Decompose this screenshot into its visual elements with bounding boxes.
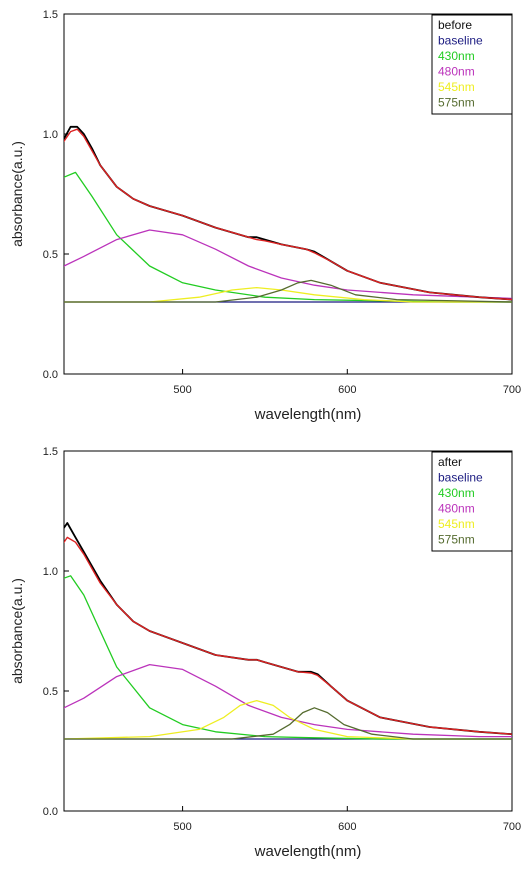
legend-title: after <box>438 455 462 469</box>
x-tick-label: 700 <box>503 821 521 833</box>
series-measured <box>64 522 512 736</box>
legend-title: before <box>438 18 472 32</box>
y-tick-label: 1.5 <box>43 9 58 21</box>
y-tick-label: 0.5 <box>43 686 58 698</box>
x-tick-label: 500 <box>173 821 191 833</box>
y-axis-label: absorbance(a.u.) <box>9 141 25 247</box>
legend-box <box>431 14 513 115</box>
chart-before-svg: 0.0 0.5 1.0 1.5 500 600 700 wavelength(nm) absor… <box>9 9 521 423</box>
x-axis-label: wavelength(nm) <box>254 843 362 860</box>
series-545nm <box>64 699 512 740</box>
series-group <box>64 522 512 740</box>
plot-frame <box>63 450 513 812</box>
x-tick-label: 600 <box>338 384 356 396</box>
legend-entry: baseline <box>438 34 483 48</box>
y-tick-label: 1.0 <box>43 566 58 578</box>
series-575nm <box>64 279 512 303</box>
plot-frame <box>63 13 513 375</box>
y-tick-label: 1.0 <box>43 129 58 141</box>
legend-entry: 545nm <box>438 80 475 94</box>
y-tick-label: 0.5 <box>43 249 58 261</box>
series-480nm <box>64 663 512 738</box>
y-tick-label: 1.5 <box>43 446 58 458</box>
legend-entry: 430nm <box>438 49 475 63</box>
series-measured <box>64 125 512 301</box>
series-fit <box>64 536 512 735</box>
series-430nm <box>64 575 512 740</box>
chart-before: 0.0 0.5 1.0 1.5 500 600 700 wavelength(nm) absor… <box>0 0 522 437</box>
chart-after: 0.0 0.5 1.0 1.5 500 600 700 wavelength(nm) absor… <box>0 437 522 874</box>
series-fit <box>64 128 512 301</box>
y-tick-label: 0.0 <box>43 806 58 818</box>
legend-entry: 575nm <box>438 96 475 110</box>
y-axis-label: absorbance(a.u.) <box>9 578 25 684</box>
x-axis-label: wavelength(nm) <box>254 406 362 423</box>
legend-entry: 545nm <box>438 517 475 531</box>
legend-entry: 480nm <box>438 65 475 79</box>
legend-entry: 480nm <box>438 502 475 516</box>
y-tick-label: 0.0 <box>43 369 58 381</box>
series-480nm <box>64 229 512 300</box>
x-tick-label: 600 <box>338 821 356 833</box>
x-tick-label: 700 <box>503 384 521 396</box>
legend-entry: baseline <box>438 471 483 485</box>
legend-box <box>431 451 513 552</box>
legend-entry: 575nm <box>438 533 475 547</box>
x-tick-label: 500 <box>173 384 191 396</box>
legend-entry: 430nm <box>438 486 475 500</box>
series-430nm <box>64 171 512 303</box>
series-575nm <box>64 707 512 740</box>
series-group <box>64 125 512 303</box>
chart-after-svg: 0.0 0.5 1.0 1.5 500 600 700 wavelength(nm) absor… <box>9 446 521 860</box>
series-545nm <box>64 286 512 303</box>
